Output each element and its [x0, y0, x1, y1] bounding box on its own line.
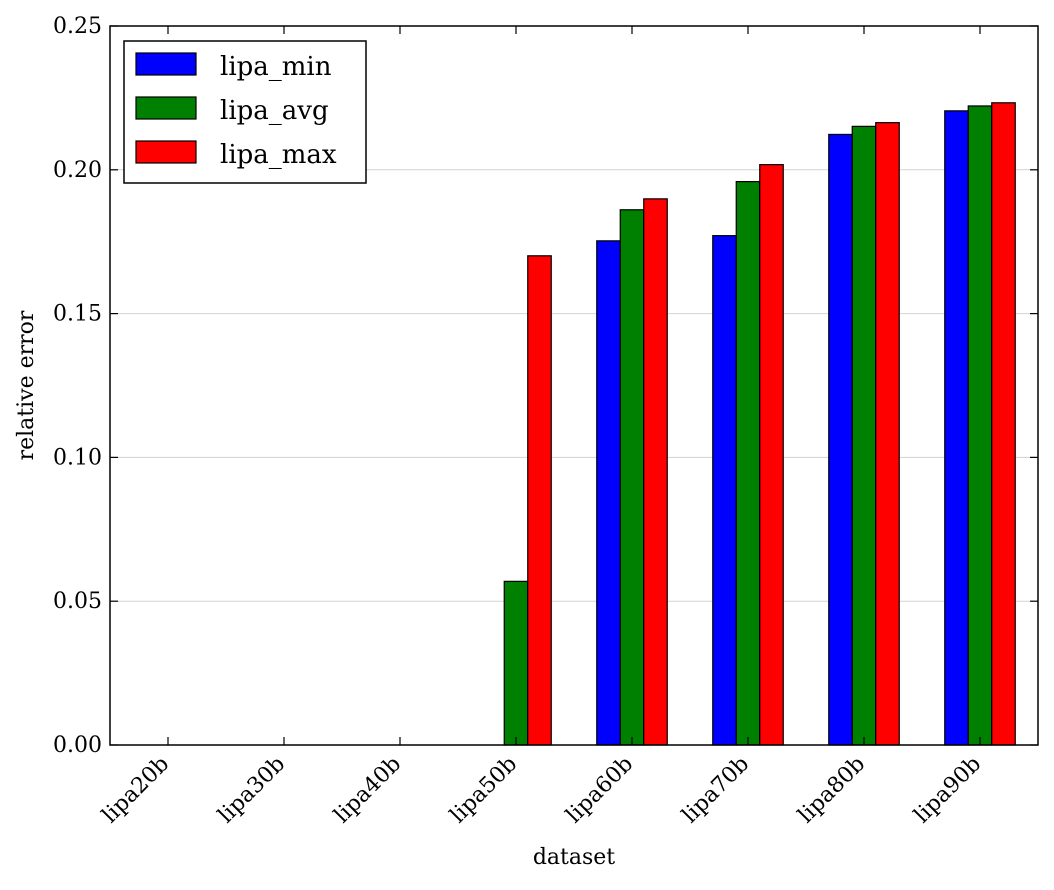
bar-lipa_max-lipa80b — [875, 122, 900, 746]
x-tick-label: lipa90b — [910, 752, 987, 829]
bar-lipa_max-lipa50b — [527, 255, 552, 746]
bar-lipa_max-lipa70b — [759, 164, 784, 746]
bar-lipa_avg-lipa90b — [967, 105, 993, 746]
bar-lipa_avg-lipa80b — [851, 125, 877, 746]
x-tick-label: lipa30b — [214, 752, 291, 829]
legend-label-lipa_avg: lipa_avg — [220, 96, 329, 126]
bar-lipa_avg-lipa70b — [735, 180, 761, 746]
y-tick-label: 0.10 — [53, 445, 102, 470]
bar-lipa_max-lipa60b — [643, 198, 668, 746]
bar-lipa_avg-lipa50b — [503, 580, 529, 746]
y-tick-label: 0.25 — [53, 14, 102, 39]
bar-lipa_min-lipa90b — [944, 110, 969, 746]
bar-lipa_min-lipa80b — [828, 133, 853, 746]
x-tick-label: lipa70b — [678, 752, 755, 829]
bar-lipa_max-lipa90b — [991, 102, 1016, 746]
bar-lipa_avg-lipa60b — [619, 209, 645, 746]
legend-swatch-lipa_min — [135, 52, 197, 76]
bar-lipa_min-lipa60b — [596, 240, 621, 746]
plot-frame — [109, 25, 1039, 746]
legend-swatch-lipa_avg — [135, 96, 197, 120]
y-tick-label: 0.20 — [53, 158, 102, 183]
y-tick-label: 0.05 — [53, 589, 102, 614]
y-tick-label: 0.00 — [53, 733, 102, 758]
legend: lipa_min lipa_avg lipa_max — [123, 40, 367, 184]
bars — [503, 102, 1016, 746]
x-tick-label: lipa20b — [98, 752, 175, 829]
x-tick-label: lipa80b — [794, 752, 871, 829]
legend-swatch-lipa_max — [135, 140, 197, 164]
x-tick-label: lipa40b — [330, 752, 407, 829]
y-tick-label: 0.15 — [53, 302, 102, 327]
bar-lipa_min-lipa70b — [712, 235, 737, 746]
legend-label-lipa_max: lipa_max — [220, 140, 337, 170]
x-axis-title: dataset — [533, 845, 615, 870]
x-tick-label: lipa50b — [446, 752, 523, 829]
y-axis-title: relative error — [14, 310, 39, 460]
x-tick-label: lipa60b — [562, 752, 639, 829]
legend-label-lipa_min: lipa_min — [220, 52, 332, 82]
